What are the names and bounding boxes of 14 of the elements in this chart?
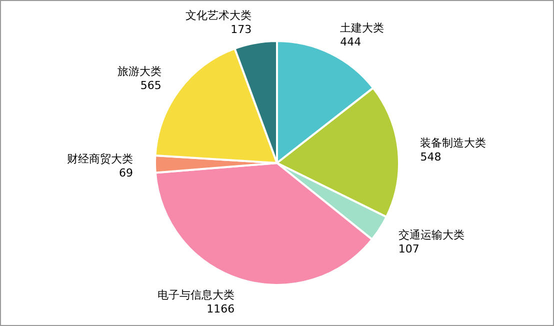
data-label: 1166: [206, 302, 235, 316]
slice-label: 文化艺术大类: [186, 9, 252, 22]
slice-label: 电子与信息大类: [158, 288, 235, 302]
data-label: 444: [340, 36, 362, 49]
slice-label: 财经商贸大类: [67, 152, 134, 166]
slice-label: 土建大类: [340, 22, 384, 35]
slice-label: 交通运输大类: [398, 228, 464, 242]
data-label: 173: [230, 23, 252, 36]
slice-label: 旅游大类: [117, 65, 162, 78]
slice-label: 装备制造大类: [420, 136, 486, 150]
data-label: 548: [420, 150, 442, 164]
data-label: 69: [119, 166, 134, 180]
data-label: 565: [140, 79, 162, 92]
data-label: 107: [398, 242, 420, 256]
